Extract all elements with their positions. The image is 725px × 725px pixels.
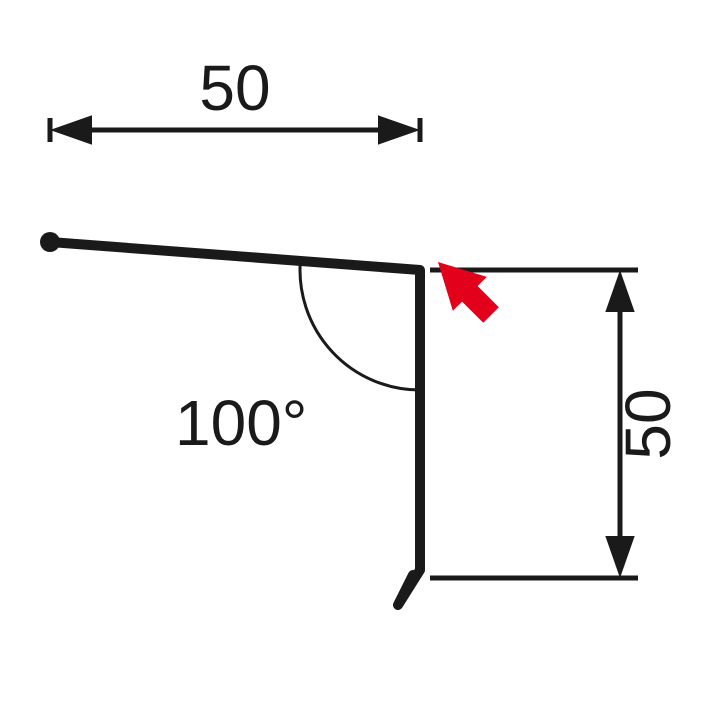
top-dimension-label: 50 bbox=[199, 52, 270, 124]
angle-arc bbox=[300, 261, 420, 390]
right-dimension-label: 50 bbox=[612, 388, 684, 459]
profile-end-bulb bbox=[40, 232, 60, 252]
angle-label: 100° bbox=[175, 387, 307, 459]
